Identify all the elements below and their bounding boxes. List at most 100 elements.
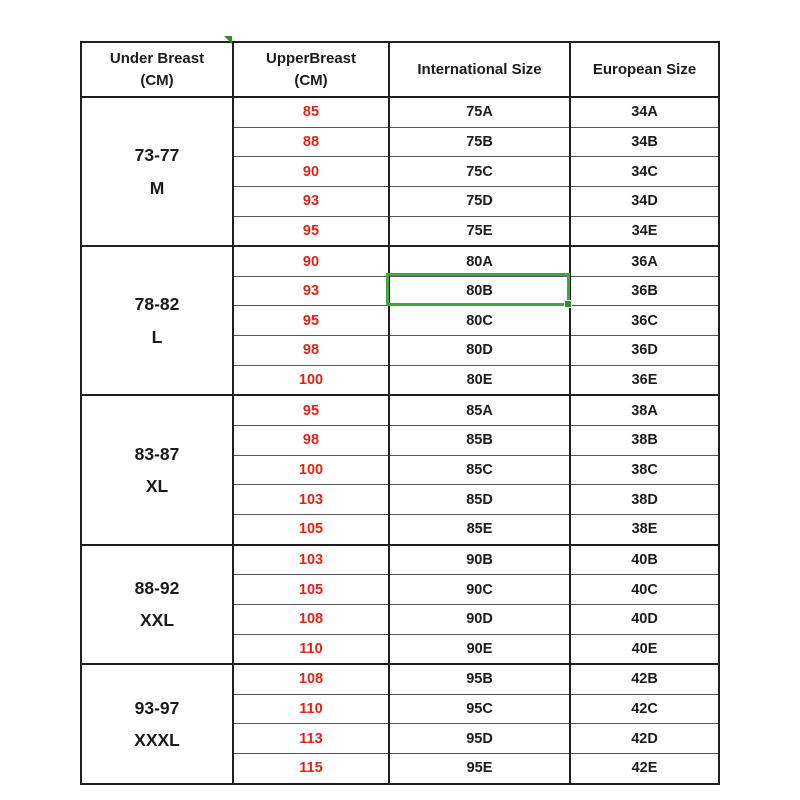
european-size-cell: 38C	[569, 454, 720, 486]
size-table-body: 73-77 M 85 75A 34A 88 75B 34B 90 75C 34C 93 75D 34D 95…	[80, 95, 720, 785]
size-label: M	[149, 177, 165, 198]
upper-breast-cell: 98	[232, 335, 390, 366]
international-size-cell: 85A	[388, 394, 571, 427]
international-size-cell: 90B	[388, 543, 571, 576]
size-chart: Under Breast (CM) UpperBreast (CM) Inter…	[80, 36, 720, 785]
table-row: 73-77 M 85 75A 34A	[80, 95, 720, 248]
table-row: 78-82 L 90 80A 36A	[80, 245, 720, 397]
table-row: 88-92 XXL 103 90B 40B	[80, 543, 720, 666]
international-size-cell: 85B	[388, 425, 571, 456]
under-breast-group-cell: 73-77 M	[80, 95, 234, 248]
table-row: 95 80C 36C	[81, 305, 720, 337]
table-row: 93 75D 34D	[81, 185, 720, 217]
upper-breast-cell: 90	[232, 245, 390, 277]
table-row: 100 85C 38C	[81, 454, 720, 486]
table-row: 108 90D 40D	[81, 603, 720, 635]
international-size-cell: 85E	[388, 513, 571, 546]
green-corner-marker-icon	[224, 36, 232, 44]
column-header-under-breast: Under Breast (CM)	[80, 41, 234, 98]
upper-breast-cell: 88	[232, 126, 390, 158]
table-header: Under Breast (CM) UpperBreast (CM) Inter…	[80, 41, 720, 98]
upper-breast-cell: 103	[232, 543, 390, 576]
european-size-cell: 34E	[569, 215, 720, 247]
upper-breast-cell: 108	[232, 663, 390, 695]
international-size-cell: 75B	[388, 126, 571, 158]
european-size-cell: 34D	[569, 185, 720, 217]
upper-breast-cell: 95	[232, 215, 390, 247]
under-breast-group-cell: 83-87 XL	[80, 394, 234, 546]
european-size-cell: 42D	[569, 723, 720, 755]
european-size-cell: 40C	[569, 574, 720, 605]
international-size-cell: 80D	[388, 335, 571, 366]
header-line: (CM)	[294, 71, 328, 89]
table-row: 93 80B 36B	[81, 275, 720, 307]
under-breast-group-cell: 88-92 XXL	[80, 543, 234, 666]
european-size-cell: 38D	[569, 484, 720, 515]
upper-breast-cell: 98	[232, 425, 390, 456]
international-size-cell: 80E	[388, 364, 571, 396]
international-size-cell: 95D	[388, 723, 571, 755]
header-line: (CM)	[140, 71, 174, 89]
european-size-cell: 36C	[569, 305, 720, 337]
upper-breast-cell: 105	[232, 574, 390, 605]
european-size-cell: 34C	[569, 156, 720, 187]
header-line: UpperBreast	[265, 49, 357, 67]
international-size-cell: 75C	[388, 156, 571, 187]
header-row: Under Breast (CM) UpperBreast (CM) Inter…	[80, 41, 720, 98]
under-breast-group-cell: 78-82 L	[80, 245, 234, 397]
under-breast-range: 83-87	[134, 443, 180, 464]
table-row: 113 95D 42D	[81, 723, 720, 755]
european-size-cell: 42E	[569, 753, 720, 785]
table-row: 110 95C 42C	[81, 693, 720, 725]
international-size-cell: 95C	[388, 693, 571, 725]
european-size-cell: 36D	[569, 335, 720, 366]
under-breast-range: 73-77	[134, 145, 180, 166]
header-line: Under Breast	[109, 49, 205, 67]
upper-breast-cell: 103	[232, 484, 390, 515]
column-header-upper-breast: UpperBreast (CM)	[232, 41, 390, 98]
upper-breast-cell: 90	[232, 156, 390, 187]
table-row: 95 75E 34E	[81, 215, 720, 247]
international-size-cell: 80A	[388, 245, 571, 277]
table-row: 83-87 XL 95 85A 38A	[80, 394, 720, 546]
column-header-european-size: European Size	[569, 41, 720, 98]
international-size-cell: 85C	[388, 454, 571, 486]
european-size-cell: 40D	[569, 603, 720, 635]
upper-breast-cell: 105	[232, 513, 390, 546]
international-size-cell: 90E	[388, 633, 571, 665]
table-row: 115 95E 42E	[81, 753, 720, 785]
upper-breast-cell: 100	[232, 364, 390, 396]
european-size-cell: 36A	[569, 245, 720, 277]
size-label: XXL	[139, 610, 175, 631]
european-size-cell: 34B	[569, 126, 720, 158]
european-size-cell: 38E	[569, 513, 720, 546]
international-size-cell: 75A	[388, 95, 571, 128]
upper-breast-cell: 110	[232, 633, 390, 665]
european-size-cell: 38B	[569, 425, 720, 456]
table-row: 98 85B 38B	[81, 425, 720, 456]
european-size-cell: 42C	[569, 693, 720, 725]
column-header-international-size: International Size	[388, 41, 571, 98]
table-row: 100 80E 36E	[81, 364, 720, 396]
international-size-cell: 90D	[388, 603, 571, 635]
european-size-cell: 36E	[569, 364, 720, 396]
table-row: 98 80D 36D	[81, 335, 720, 366]
upper-breast-cell: 110	[232, 693, 390, 725]
under-breast-range: 93-97	[134, 697, 180, 718]
size-label: XL	[145, 476, 169, 496]
european-size-cell: 42B	[569, 663, 720, 695]
international-size-cell: 75D	[388, 185, 571, 217]
european-size-cell: 40B	[569, 543, 720, 576]
european-size-cell: 40E	[569, 633, 720, 665]
european-size-cell: 38A	[569, 394, 720, 427]
international-size-cell: 95B	[388, 663, 571, 695]
upper-breast-cell: 113	[232, 723, 390, 755]
european-size-cell: 36B	[569, 275, 720, 307]
international-size-cell: 80B	[388, 275, 571, 307]
under-breast-group-cell: 93-97 XXXL	[80, 663, 234, 785]
upper-breast-cell: 93	[232, 275, 390, 307]
header-line: European Size	[592, 60, 697, 78]
under-breast-range: 88-92	[134, 578, 180, 599]
upper-breast-cell: 93	[232, 185, 390, 217]
upper-breast-cell: 108	[232, 603, 390, 635]
